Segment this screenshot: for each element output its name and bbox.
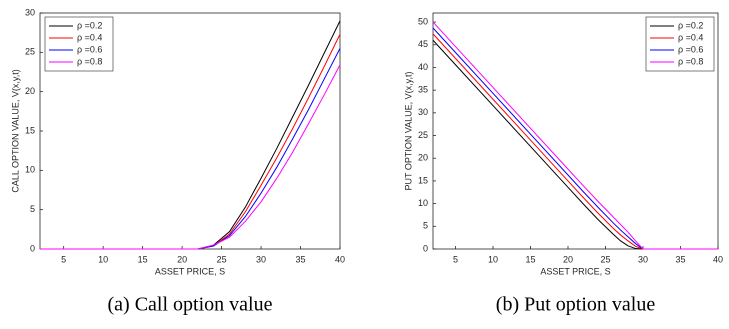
x-tick-label: 30 bbox=[638, 254, 648, 264]
x-tick-label: 40 bbox=[335, 254, 345, 264]
x-tick-label: 10 bbox=[488, 254, 498, 264]
y-tick-label: 5 bbox=[423, 221, 428, 231]
y-tick-label: 0 bbox=[423, 243, 428, 253]
y-tick-label: 25 bbox=[418, 130, 428, 140]
legend-label: ρ =0.2 bbox=[678, 20, 703, 30]
x-tick-label: 15 bbox=[525, 254, 535, 264]
legend-label: ρ =0.8 bbox=[77, 56, 102, 66]
legend-label: ρ =0.6 bbox=[77, 44, 102, 54]
x-tick-label: 5 bbox=[61, 254, 66, 264]
y-axis-label: CALL OPTION VALUE, V(x,y,t) bbox=[10, 69, 20, 192]
caption: (a) Call option value bbox=[108, 294, 273, 316]
y-tick-label: 30 bbox=[25, 7, 35, 17]
series-line bbox=[40, 64, 341, 250]
x-tick-label: 35 bbox=[675, 254, 685, 264]
x-tick-label: 15 bbox=[138, 254, 148, 264]
legend-label: ρ =0.6 bbox=[678, 44, 703, 54]
y-tick-label: 20 bbox=[25, 86, 35, 96]
caption: (b) Put option value bbox=[496, 294, 656, 316]
x-tick-label: 25 bbox=[600, 254, 610, 264]
x-tick-label: 20 bbox=[177, 254, 187, 264]
y-tick-label: 20 bbox=[418, 153, 428, 163]
x-axis-label: ASSET PRICE, S bbox=[540, 266, 610, 276]
series-line bbox=[432, 21, 718, 250]
legend-label: ρ =0.4 bbox=[77, 32, 102, 42]
y-tick-label: 40 bbox=[418, 62, 428, 72]
y-tick-label: 30 bbox=[418, 107, 428, 117]
y-tick-label: 5 bbox=[30, 204, 35, 214]
x-tick-label: 30 bbox=[256, 254, 266, 264]
x-tick-label: 10 bbox=[98, 254, 108, 264]
legend-label: ρ =0.2 bbox=[77, 20, 102, 30]
x-axis-label: ASSET PRICE, S bbox=[155, 266, 225, 276]
x-tick-label: 40 bbox=[713, 254, 723, 264]
y-tick-label: 0 bbox=[30, 243, 35, 253]
y-tick-label: 10 bbox=[418, 198, 428, 208]
legend-label: ρ =0.8 bbox=[678, 56, 703, 66]
y-tick-label: 50 bbox=[418, 16, 428, 26]
y-axis-label: PUT OPTION VALUE, V(x,y,t) bbox=[403, 71, 413, 190]
x-tick-label: 35 bbox=[296, 254, 306, 264]
y-tick-label: 35 bbox=[418, 85, 428, 95]
y-tick-label: 45 bbox=[418, 39, 428, 49]
x-tick-label: 5 bbox=[453, 254, 458, 264]
y-tick-label: 25 bbox=[25, 47, 35, 57]
x-tick-label: 25 bbox=[217, 254, 227, 264]
y-tick-label: 15 bbox=[25, 125, 35, 135]
legend-label: ρ =0.4 bbox=[678, 32, 703, 42]
x-tick-label: 20 bbox=[563, 254, 573, 264]
y-tick-label: 10 bbox=[25, 165, 35, 175]
y-tick-label: 15 bbox=[418, 175, 428, 185]
